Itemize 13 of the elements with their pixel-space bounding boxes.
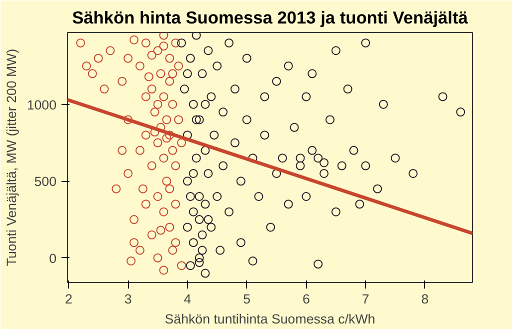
y-axis-title: Tuonti Venäjältä, MW (jitter 200 MW): [4, 48, 19, 266]
x-tick-label: 2: [64, 292, 72, 306]
x-tick-label: 7: [362, 292, 370, 306]
y-tick-label: 1000: [26, 97, 57, 112]
x-axis-title: Sähkön tuntihinta Suomessa c/kWh: [164, 312, 376, 326]
x-tick-label: 3: [124, 292, 132, 306]
x-tick-label: 5: [243, 292, 251, 306]
y-tick-label: 0: [49, 250, 57, 266]
x-tick-label: 4: [184, 292, 192, 306]
x-tick-label: 8: [421, 292, 429, 306]
chart-title: Sähkön hinta Suomessa 2013 ja tuonti Venäjältä: [72, 8, 468, 28]
y-tick-label: 500: [34, 174, 57, 190]
x-tick-label: 6: [302, 292, 310, 306]
